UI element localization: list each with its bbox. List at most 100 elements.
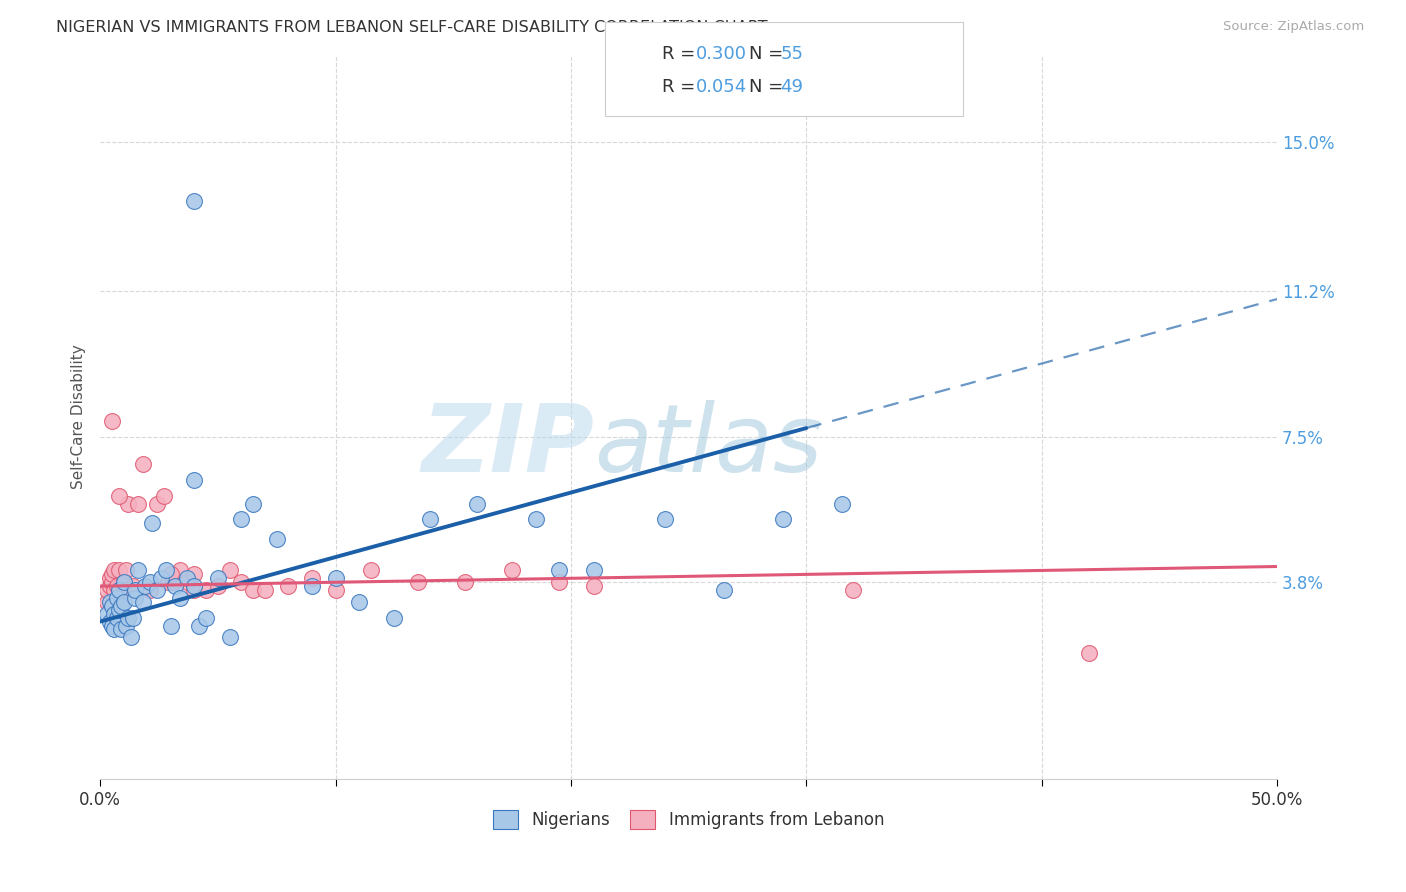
Point bbox=[98, 571, 121, 585]
Point bbox=[101, 618, 124, 632]
Point bbox=[101, 414, 124, 428]
Text: 55: 55 bbox=[780, 45, 803, 62]
Point bbox=[103, 583, 125, 598]
Text: NIGERIAN VS IMMIGRANTS FROM LEBANON SELF-CARE DISABILITY CORRELATION CHART: NIGERIAN VS IMMIGRANTS FROM LEBANON SELF… bbox=[56, 20, 768, 35]
Point bbox=[122, 610, 145, 624]
Point bbox=[117, 610, 139, 624]
Point bbox=[654, 512, 676, 526]
Point bbox=[207, 571, 229, 585]
Point bbox=[120, 630, 142, 644]
Point bbox=[138, 583, 160, 598]
Point bbox=[108, 489, 131, 503]
Point bbox=[195, 610, 218, 624]
Point bbox=[122, 579, 145, 593]
Point bbox=[253, 583, 276, 598]
Point bbox=[98, 595, 121, 609]
Point bbox=[583, 579, 606, 593]
Point bbox=[454, 575, 477, 590]
Point bbox=[101, 599, 124, 613]
Point bbox=[266, 532, 288, 546]
Point bbox=[101, 575, 124, 590]
Y-axis label: Self-Care Disability: Self-Care Disability bbox=[72, 344, 86, 490]
Point bbox=[103, 623, 125, 637]
Text: 0.054: 0.054 bbox=[696, 78, 747, 96]
Point bbox=[242, 497, 264, 511]
Text: Source: ZipAtlas.com: Source: ZipAtlas.com bbox=[1223, 20, 1364, 33]
Point bbox=[145, 497, 167, 511]
Text: R =: R = bbox=[662, 45, 702, 62]
Point bbox=[325, 571, 347, 585]
Point bbox=[301, 579, 323, 593]
Point bbox=[583, 564, 606, 578]
Point bbox=[406, 575, 429, 590]
Point bbox=[159, 618, 181, 632]
Point bbox=[162, 575, 184, 590]
Point bbox=[501, 564, 523, 578]
Point bbox=[176, 571, 198, 585]
Point bbox=[112, 583, 135, 598]
Point bbox=[103, 564, 125, 578]
Point bbox=[96, 583, 118, 598]
Point bbox=[831, 497, 853, 511]
Point bbox=[108, 603, 131, 617]
Point bbox=[231, 512, 253, 526]
Point bbox=[188, 618, 211, 632]
Point bbox=[360, 564, 382, 578]
Point bbox=[105, 610, 128, 624]
Point bbox=[105, 591, 128, 605]
Point bbox=[465, 497, 488, 511]
Text: 0.300: 0.300 bbox=[696, 45, 747, 62]
Point bbox=[218, 564, 240, 578]
Point bbox=[127, 497, 149, 511]
Point bbox=[169, 591, 191, 605]
Point bbox=[419, 512, 441, 526]
Point bbox=[127, 564, 149, 578]
Point bbox=[134, 579, 156, 593]
Point bbox=[231, 575, 253, 590]
Point bbox=[548, 564, 571, 578]
Point bbox=[112, 575, 135, 590]
Point bbox=[124, 591, 146, 605]
Point bbox=[105, 579, 128, 593]
Point bbox=[152, 489, 174, 503]
Point bbox=[150, 571, 173, 585]
Point bbox=[301, 571, 323, 585]
Point bbox=[115, 564, 138, 578]
Point bbox=[169, 564, 191, 578]
Point bbox=[384, 610, 406, 624]
Point bbox=[141, 516, 163, 531]
Point bbox=[159, 567, 181, 582]
Point bbox=[108, 583, 131, 598]
Point bbox=[165, 579, 187, 593]
Point bbox=[112, 595, 135, 609]
Point bbox=[207, 579, 229, 593]
Point bbox=[183, 583, 205, 598]
Point bbox=[112, 575, 135, 590]
Point bbox=[772, 512, 794, 526]
Point bbox=[108, 564, 131, 578]
Point bbox=[713, 583, 735, 598]
Point bbox=[145, 583, 167, 598]
Point bbox=[183, 567, 205, 582]
Point bbox=[183, 473, 205, 487]
Point bbox=[218, 630, 240, 644]
Point bbox=[842, 583, 865, 598]
Text: 49: 49 bbox=[780, 78, 803, 96]
Point bbox=[524, 512, 547, 526]
Point bbox=[347, 595, 370, 609]
Point bbox=[98, 579, 121, 593]
Point bbox=[96, 595, 118, 609]
Point bbox=[277, 579, 299, 593]
Point bbox=[138, 575, 160, 590]
Point bbox=[98, 615, 121, 629]
Point bbox=[105, 607, 128, 621]
Text: R =: R = bbox=[662, 78, 702, 96]
Point bbox=[242, 583, 264, 598]
Text: atlas: atlas bbox=[595, 401, 823, 491]
Point bbox=[103, 607, 125, 621]
Point bbox=[131, 457, 153, 471]
Text: N =: N = bbox=[749, 78, 789, 96]
Point bbox=[108, 583, 131, 598]
Legend: Nigerians, Immigrants from Lebanon: Nigerians, Immigrants from Lebanon bbox=[486, 804, 891, 836]
Point bbox=[157, 575, 180, 590]
